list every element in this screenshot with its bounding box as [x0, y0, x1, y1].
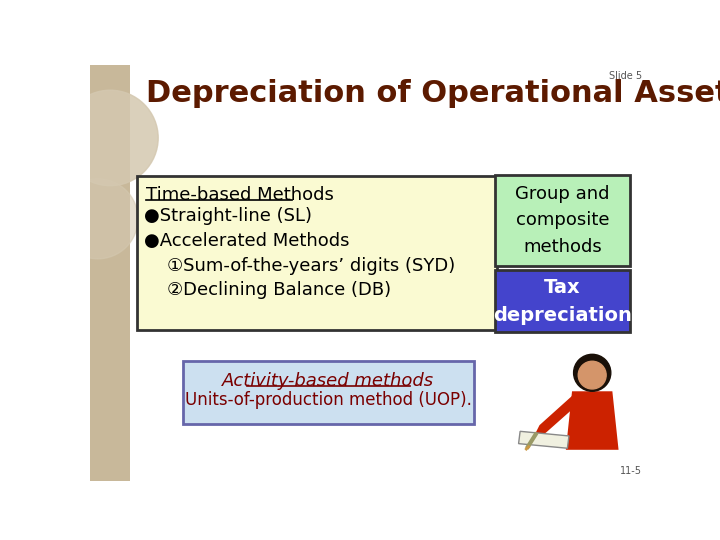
Text: Time-based Methods: Time-based Methods — [145, 186, 333, 204]
FancyBboxPatch shape — [137, 177, 497, 330]
Circle shape — [574, 354, 611, 392]
Text: ②Declining Balance (DB): ②Declining Balance (DB) — [144, 281, 392, 299]
Text: Depreciation of Operational Assets: Depreciation of Operational Assets — [145, 79, 720, 107]
Text: ●Straight-line (SL): ●Straight-line (SL) — [144, 207, 312, 225]
Text: Slide 5: Slide 5 — [608, 71, 642, 81]
Text: ①Sum-of-the-years’ digits (SYD): ①Sum-of-the-years’ digits (SYD) — [144, 256, 456, 274]
Polygon shape — [535, 396, 575, 434]
Circle shape — [58, 179, 138, 259]
FancyBboxPatch shape — [90, 65, 130, 481]
Text: Tax
depreciation: Tax depreciation — [493, 278, 632, 325]
Polygon shape — [518, 431, 569, 448]
FancyBboxPatch shape — [495, 271, 630, 332]
Text: 11-5: 11-5 — [620, 466, 642, 476]
Text: ●Accelerated Methods: ●Accelerated Methods — [144, 232, 350, 250]
Text: Units-of-production method (UOP).: Units-of-production method (UOP). — [185, 390, 472, 408]
Text: Activity-based methods: Activity-based methods — [222, 372, 434, 390]
Polygon shape — [566, 392, 618, 450]
Circle shape — [62, 90, 158, 186]
FancyBboxPatch shape — [495, 175, 630, 266]
FancyBboxPatch shape — [183, 361, 474, 424]
Text: Group and
composite
methods: Group and composite methods — [515, 185, 610, 256]
Circle shape — [578, 361, 606, 389]
